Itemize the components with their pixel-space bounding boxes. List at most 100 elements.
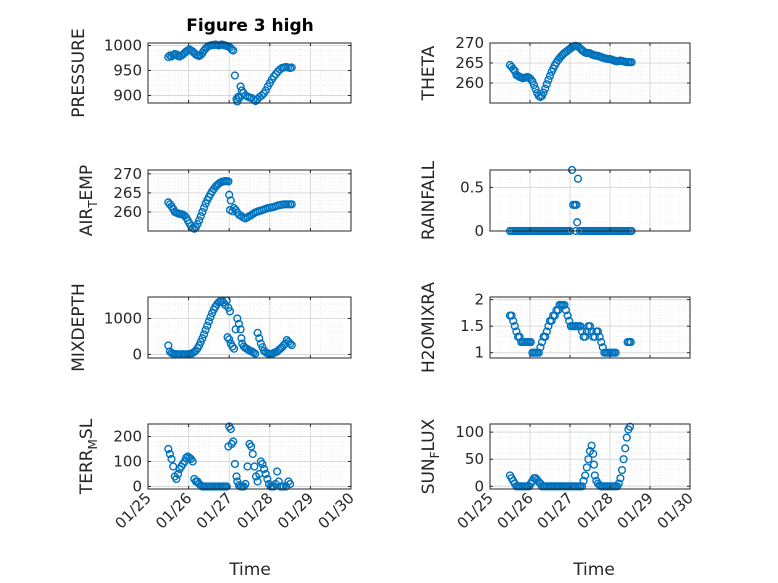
data-point [230, 459, 239, 469]
data-point [225, 190, 234, 199]
data-point [226, 196, 235, 205]
subplot-5: 0 1000 MIXDEPTH [69, 283, 352, 372]
data-point [561, 306, 571, 315]
axes-box [147, 423, 352, 490]
data-point [204, 317, 214, 326]
data-point [199, 330, 209, 339]
data-point [164, 444, 173, 454]
data-point [626, 337, 635, 347]
data-point [229, 344, 239, 353]
y-axis-label: THETA [419, 45, 439, 101]
y-axis-label-part: MIXDEPTH [69, 283, 89, 372]
data-point [258, 459, 267, 469]
y-axis-label: AIRTEMP [77, 165, 100, 236]
data-point [237, 334, 246, 343]
data-point [542, 327, 551, 336]
y-axis-label: MIXDEPTH [69, 283, 89, 372]
y-tick-label: 900 [113, 87, 142, 105]
data-point [182, 453, 191, 462]
data-point [248, 449, 257, 459]
data-point [273, 467, 282, 476]
data-point [579, 476, 588, 485]
y-axis-label: H2OMIXRA [419, 282, 439, 373]
x-tick-label: 01/25 [454, 489, 497, 532]
data-point [529, 80, 539, 90]
figure-title: Figure 3 high [186, 16, 314, 36]
data-point [172, 474, 181, 484]
x-tick-label: 01/27 [534, 489, 577, 532]
y-axis-label-part: H2OMIXRA [419, 282, 439, 373]
data-point [224, 177, 233, 186]
subplot-2: 260 265 270 THETA [419, 34, 691, 104]
data-point [560, 300, 569, 310]
data-point [287, 340, 296, 350]
data-point [261, 86, 270, 95]
x-tick-label: 01/28 [233, 489, 276, 532]
y-tick-label: 0 [474, 222, 484, 240]
y-axis-label: TERRMSL [77, 418, 100, 495]
data-point [510, 322, 519, 331]
data-point [261, 469, 270, 479]
y-tick-label: 1000 [104, 310, 142, 328]
data-point [257, 91, 266, 100]
data-point [199, 203, 209, 212]
data-point [253, 477, 262, 486]
y-axis-label-part: PRESSURE [69, 28, 89, 117]
x-tick-label: 01/28 [574, 489, 617, 532]
x-tick-label: 01/27 [193, 489, 236, 532]
y-tick-label: 270 [113, 165, 142, 183]
data-point [585, 322, 595, 331]
data-point [286, 339, 295, 348]
data-point [249, 348, 258, 357]
data-point [536, 343, 545, 352]
data-point [286, 479, 295, 489]
y-tick-label: 950 [113, 62, 142, 80]
data-point [232, 472, 241, 481]
data-point [589, 460, 599, 469]
data-point [541, 84, 550, 93]
data-point [196, 212, 205, 221]
data-point [597, 337, 606, 347]
data-point [595, 332, 604, 341]
data-point [581, 332, 590, 341]
y-axis-label: SUNFLUX [419, 418, 442, 494]
data-point [576, 322, 585, 331]
x-tick-label: 01/26 [152, 489, 195, 532]
data-point [250, 462, 259, 471]
subplot-4: 0 0.5 RAINFALL [419, 160, 691, 240]
data-point [593, 327, 603, 336]
data-point [223, 333, 232, 342]
data-point [617, 465, 627, 475]
data-point [229, 437, 238, 446]
y-axis-label-part: SL [77, 418, 97, 439]
data-point [236, 82, 245, 91]
data-point [577, 482, 587, 491]
data-point [587, 441, 596, 450]
data-point [193, 220, 202, 229]
data-point [263, 474, 272, 484]
y-axis-label: PRESSURE [69, 28, 89, 117]
data-point [614, 479, 623, 488]
data-point [619, 455, 628, 464]
data-point [164, 52, 173, 62]
y-axis-label-part: T [86, 200, 100, 209]
data-point [563, 311, 572, 320]
data-point [573, 174, 583, 183]
data-point [534, 348, 543, 357]
data-point [241, 479, 250, 489]
data-point [507, 311, 516, 320]
y-axis-label-part: F [428, 451, 442, 458]
data-point [247, 442, 256, 451]
data-point [260, 464, 269, 474]
data-point [230, 71, 239, 80]
y-tick-label: 265 [113, 184, 142, 202]
data-point [590, 471, 599, 480]
axes-box [489, 423, 691, 490]
axes-box [489, 42, 691, 104]
x-axis-label-right: Time [572, 560, 615, 580]
data-point [582, 463, 591, 472]
data-point [203, 321, 212, 330]
data-point [625, 422, 635, 431]
data-point [621, 444, 630, 453]
